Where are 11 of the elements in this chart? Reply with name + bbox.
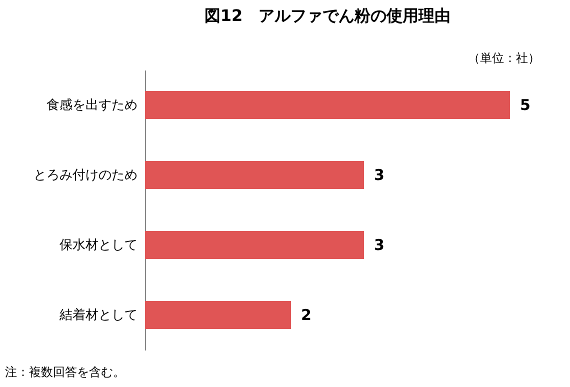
data-label: 5 <box>520 96 530 114</box>
data-label: 3 <box>374 166 384 184</box>
data-label: 3 <box>374 236 384 254</box>
y-tick-label: とろみ付けのため <box>34 168 138 183</box>
text: （単位：社） <box>468 51 540 65</box>
chart-title: 図12 アルファでん粉の使用理由 <box>204 6 451 25</box>
text: 注：複数回答を含む。 <box>5 365 125 379</box>
data-label: 2 <box>301 306 312 324</box>
y-tick-label: 食感を出すため <box>46 98 138 113</box>
y-tick-label: 結着材として <box>58 307 138 323</box>
y-tick-label: 保水材として <box>60 238 138 253</box>
